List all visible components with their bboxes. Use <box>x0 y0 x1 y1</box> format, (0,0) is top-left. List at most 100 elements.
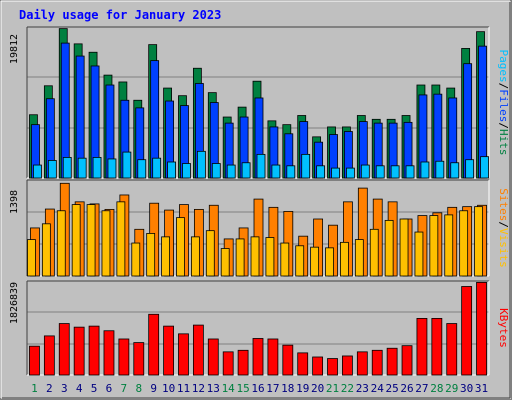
sites-bar <box>369 228 379 277</box>
x-tick-label: 22 <box>341 382 354 395</box>
pages-bar <box>167 161 176 179</box>
pages-bar <box>226 164 236 179</box>
kbytes-bar <box>103 330 115 376</box>
x-tick-label: 8 <box>135 382 142 395</box>
pages-bar <box>360 164 370 179</box>
sites-bar <box>190 236 200 277</box>
x-tick-label: 4 <box>76 382 83 395</box>
legend: KBytes <box>497 308 510 348</box>
sites-bar <box>280 242 290 277</box>
sites-bar <box>116 201 126 277</box>
legend-separator: / <box>497 221 510 228</box>
sites-bar <box>340 241 349 277</box>
x-tick-label: 25 <box>386 382 399 395</box>
kbytes-bar <box>327 358 338 376</box>
sites-bar <box>414 231 424 277</box>
legend-hits: Hits <box>497 129 510 156</box>
kbytes-bar <box>163 325 174 376</box>
kbytes-bar <box>461 286 473 376</box>
x-tick-label: 7 <box>121 382 128 395</box>
kbytes-bar <box>58 323 70 376</box>
y-axis-max-label: 1826839 <box>9 282 20 324</box>
x-tick-label: 5 <box>91 382 98 395</box>
pages-bar <box>465 159 475 179</box>
x-tick-label: 11 <box>177 382 190 395</box>
sites-bar <box>146 233 156 277</box>
kbytes-bar <box>192 324 204 376</box>
x-tick-label: 31 <box>475 382 488 395</box>
pages-bar <box>331 167 340 179</box>
sites-bar <box>384 219 394 277</box>
kbytes-bar <box>43 335 55 376</box>
pages-bar <box>211 163 221 179</box>
sites-bar <box>56 210 66 277</box>
sites-bar <box>220 248 230 277</box>
kbytes-bar <box>252 338 264 376</box>
pages-bar <box>152 157 162 179</box>
kbytes-bar <box>416 317 428 376</box>
panel-3: 1826839 KBytes <box>9 280 510 376</box>
pages-bar <box>122 151 132 179</box>
legend: Sites/Visits <box>497 188 510 268</box>
sites-bar <box>161 236 170 277</box>
sites-bar <box>310 246 320 277</box>
x-tick-label: 13 <box>207 382 220 395</box>
kbytes-bar <box>312 356 324 376</box>
sites-bar <box>295 245 305 277</box>
x-tick-label: 6 <box>106 382 113 395</box>
kbytes-bar <box>237 349 249 376</box>
kbytes-bar <box>297 352 309 376</box>
pages-bar <box>405 165 415 179</box>
pages-bar <box>92 157 102 179</box>
kbytes-bar <box>73 326 85 376</box>
pages-bar <box>33 164 42 179</box>
pages-bar <box>77 157 87 179</box>
sites-bar <box>131 242 141 277</box>
x-tick-label: 15 <box>236 382 249 395</box>
x-tick-label: 20 <box>311 382 324 395</box>
pages-bar <box>271 164 281 179</box>
legend: Pages/Files/Hits <box>497 50 510 156</box>
kbytes-bar <box>88 325 100 376</box>
legend-sites: Sites <box>497 188 510 221</box>
x-tick-label: 10 <box>162 382 175 395</box>
kbytes-bar <box>133 342 145 376</box>
kbytes-bar <box>282 344 294 376</box>
x-tick-label: 18 <box>281 382 294 395</box>
pages-bar <box>196 150 206 179</box>
sites-bar <box>250 236 260 277</box>
sites-bar <box>235 238 245 277</box>
legend-files: Files <box>497 89 510 122</box>
x-tick-label: 12 <box>192 382 205 395</box>
pages-bar <box>435 160 445 179</box>
sites-bar <box>205 230 215 277</box>
sites-bar <box>399 218 409 277</box>
kbytes-bar <box>29 345 40 376</box>
pages-bar <box>107 158 117 179</box>
sites-bar <box>176 217 185 277</box>
x-tick-label: 2 <box>46 382 53 395</box>
legend-kbytes: KBytes <box>497 308 510 348</box>
kbytes-bar <box>207 338 219 376</box>
sites-bar <box>71 204 81 277</box>
pages-bar <box>301 153 311 179</box>
kbytes-bar <box>118 338 130 376</box>
x-tick-label: 28 <box>430 382 443 395</box>
kbytes-bar <box>446 323 458 376</box>
chart-panels: 19812 Pages/Files/Hits 1398 Sites/Visits 182… <box>9 26 510 376</box>
x-tick-label: 24 <box>371 382 385 395</box>
pages-bar <box>450 162 460 179</box>
kbytes-bar <box>431 317 443 376</box>
y-axis-max-label: 1398 <box>9 190 20 214</box>
y-axis-max-label: 19812 <box>9 34 20 64</box>
pages-bar <box>286 165 296 179</box>
panel-2: 1398 Sites/Visits <box>9 179 510 277</box>
x-tick-label: 19 <box>296 382 309 395</box>
x-tick-label: 3 <box>61 382 68 395</box>
sites-bar <box>86 204 96 277</box>
pages-bar <box>316 165 326 179</box>
sites-bar <box>459 210 469 277</box>
chart-title: Daily usage for January 2023 <box>19 8 221 22</box>
kbytes-bar <box>267 338 279 376</box>
